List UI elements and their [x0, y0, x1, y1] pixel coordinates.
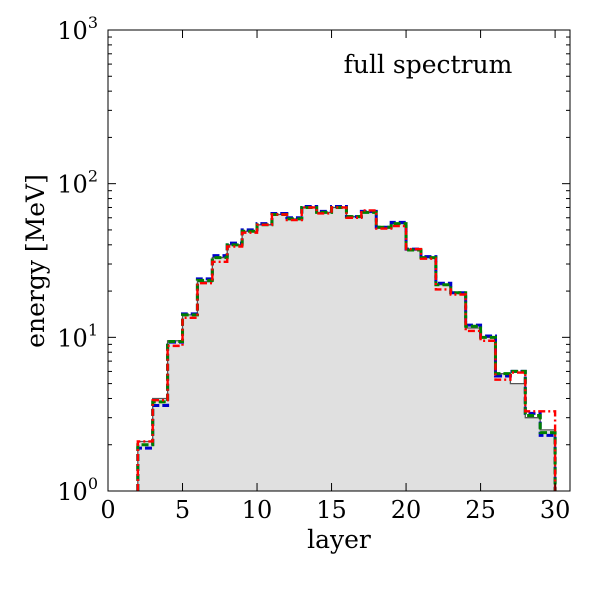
x-tick-label: 0	[100, 496, 115, 524]
tick-label-layer: 0 5 10 15 20 25 30 100 101 102 103	[57, 13, 570, 524]
series-4-step-line	[136, 206, 557, 491]
y-tick-label: 100	[57, 474, 98, 506]
x-axis-label: layer	[307, 525, 371, 554]
tick-layer	[107, 29, 570, 492]
x-tick-label: 15	[316, 496, 347, 524]
y-tick-label: 101	[57, 320, 98, 352]
x-tick-label: 25	[465, 496, 496, 524]
y-axis-label: energy [MeV]	[21, 174, 50, 348]
annotation-text: full spectrum	[344, 50, 513, 79]
filled-histogram-layer	[137, 207, 556, 491]
y-tick-label: 102	[57, 167, 98, 199]
x-tick-label: 20	[391, 496, 422, 524]
x-tick-label: 5	[175, 496, 190, 524]
plot-area	[136, 205, 557, 491]
filled-histogram-area	[137, 207, 556, 491]
series-3-step-line	[136, 205, 557, 491]
y-tick-label: 103	[57, 13, 98, 45]
plot-frame	[107, 29, 571, 492]
x-tick-label: 30	[540, 496, 571, 524]
series-layer	[136, 205, 557, 491]
x-tick-label: 10	[242, 496, 273, 524]
